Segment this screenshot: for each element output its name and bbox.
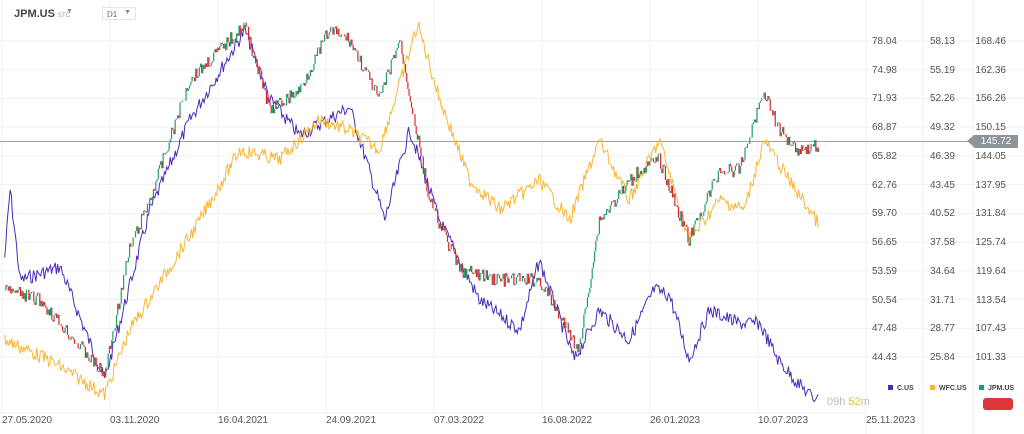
y-tick-label: 119.64	[976, 265, 1006, 277]
legend-swatch	[930, 385, 935, 390]
symbol-suffix: STC	[57, 13, 70, 19]
y-tick-label: 107.43	[975, 323, 1006, 335]
x-tick-label: 27.05.2020	[2, 415, 53, 426]
y-tick-label: 137.95	[975, 179, 1006, 191]
x-tick-label: 25.11.2023	[866, 415, 916, 426]
y-tick-label: 168.46	[975, 36, 1006, 47]
y-tick-label: 43.45	[929, 179, 955, 191]
symbol-dropdown-icon[interactable]: ▼	[66, 8, 73, 15]
y-tick-label: 52.26	[929, 93, 955, 105]
legend-label: C.US	[897, 385, 914, 392]
x-tick-label: 16.08.2022	[542, 415, 593, 426]
y-tick-label: 49.32	[929, 122, 955, 134]
x-tick-label: 16.04.2021	[218, 415, 269, 426]
y-tick-label: 150.15	[975, 122, 1006, 134]
chevron-down-icon: ▼	[124, 9, 131, 16]
legend-swatch	[888, 385, 893, 390]
y-tick-label: 47.48	[871, 323, 897, 335]
y-tick-label: 125.74	[975, 237, 1006, 249]
chart-header: JPM.US STC ▼ D1 ▼	[0, 0, 1024, 28]
legend-label: WFC.US	[939, 385, 967, 392]
current-price-tag: 145.72	[967, 135, 1018, 148]
wfc-us-line	[4, 21, 819, 400]
symbol-name: JPM.US	[14, 8, 55, 20]
x-tick-label: 03.11.2020	[110, 415, 160, 426]
legend-label: JPM.US	[988, 385, 1015, 392]
y-tick-label: 44.43	[871, 352, 897, 363]
x-tick-label: 10.07.2023	[758, 415, 809, 426]
y-tick-label: 53.59	[871, 265, 897, 277]
sell-button[interactable]	[983, 398, 1013, 410]
y-tick-label: 62.76	[871, 179, 897, 191]
y-tick-label: 113.54	[976, 294, 1006, 306]
y-tick-label: 74.98	[871, 64, 897, 76]
candle-timer: 09h 52m	[827, 396, 870, 408]
y-tick-label: 46.39	[929, 150, 955, 162]
y-tick-label: 71.93	[871, 93, 897, 105]
y-tick-label: 162.36	[975, 64, 1006, 76]
timeframe-value: D1	[107, 10, 118, 19]
timer-unit: m	[860, 396, 870, 408]
y-tick-label: 156.26	[975, 93, 1006, 105]
symbol-selector[interactable]: JPM.US STC	[14, 8, 70, 20]
y-tick-label: 56.65	[871, 237, 897, 249]
y-tick-label: 78.04	[871, 36, 897, 47]
legend-wfc[interactable]: WFC.US	[930, 385, 967, 392]
x-tick-label: 26.01.2023	[650, 415, 701, 426]
x-tick-label: 24.09.2021	[326, 415, 377, 426]
y-tick-label: 37.58	[929, 237, 955, 249]
legend-swatch	[979, 385, 984, 390]
y-tick-label: 25.84	[929, 352, 955, 363]
y-tick-label: 144.05	[975, 150, 1006, 162]
y-tick-label: 101.33	[975, 352, 1006, 363]
y-tick-label: 31.71	[929, 294, 955, 306]
timer-hours: 09h	[827, 396, 846, 408]
y-tick-label: 34.64	[929, 265, 955, 277]
y-tick-label: 40.52	[929, 208, 955, 220]
timeframe-select[interactable]: D1 ▼	[102, 7, 136, 20]
y-tick-label: 65.82	[871, 150, 897, 162]
legend-jpm[interactable]: JPM.US	[979, 385, 1014, 392]
legend-c[interactable]: C.US	[888, 385, 914, 392]
y-tick-label: 55.19	[929, 64, 955, 76]
y-tick-label: 28.77	[929, 323, 955, 335]
c-us-line	[4, 24, 819, 403]
x-tick-label: 07.03.2022	[434, 415, 485, 426]
y-tick-label: 68.87	[871, 122, 897, 134]
y-tick-label: 58.13	[929, 36, 955, 47]
y-tick-label: 59.70	[871, 208, 897, 220]
y-tick-label: 50.54	[871, 294, 897, 306]
timer-minutes: 52	[848, 396, 861, 408]
y-tick-label: 131.84	[975, 208, 1006, 220]
